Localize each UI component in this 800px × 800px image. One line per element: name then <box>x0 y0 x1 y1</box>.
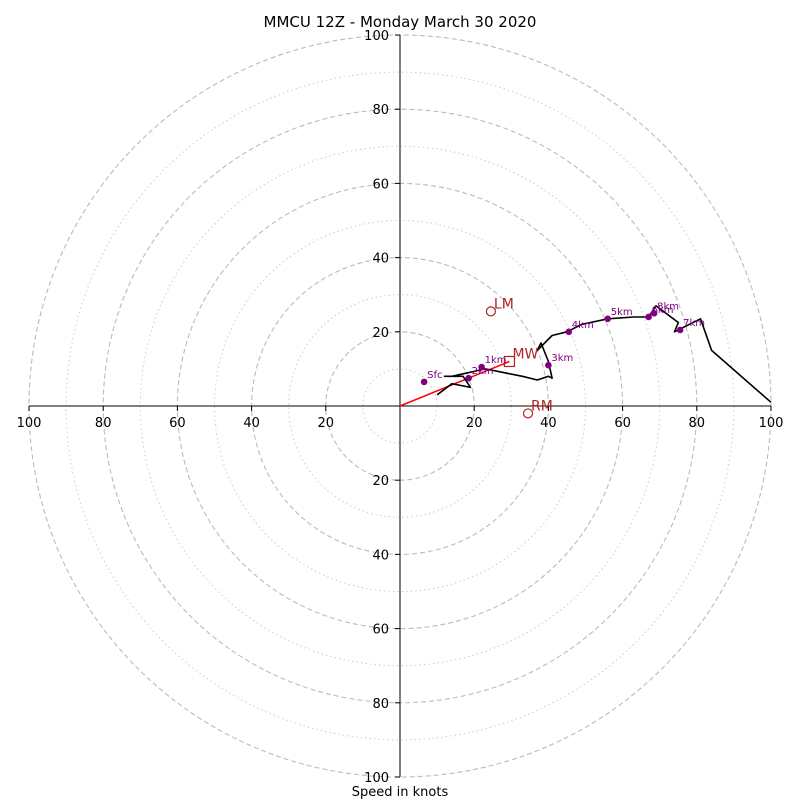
height-marker <box>645 313 652 321</box>
height-marker <box>478 363 485 371</box>
y-tick-label: 60 <box>372 177 389 192</box>
x-axis-label: Speed in knots <box>352 785 449 800</box>
height-marker-label: Sfc <box>427 370 442 381</box>
x-tick-label: 100 <box>759 416 784 431</box>
chart-title: MMCU 12Z - Monday March 30 2020 <box>264 13 537 31</box>
storm-motion-label: LM <box>494 296 514 312</box>
height-marker-label: 4km <box>572 320 594 331</box>
x-tick-label: 80 <box>95 416 112 431</box>
height-marker-label: 8km <box>657 301 679 312</box>
height-marker <box>420 378 428 386</box>
x-tick-label: 40 <box>540 416 557 431</box>
y-tick-label: 100 <box>364 771 389 786</box>
height-marker-label: 5km <box>611 307 633 318</box>
x-tick-label: 20 <box>466 416 483 431</box>
y-tick-label: 20 <box>372 326 389 341</box>
height-marker <box>465 374 472 382</box>
x-tick-label: 20 <box>318 416 335 431</box>
x-tick-label: 60 <box>614 416 631 431</box>
height-marker-label: 1km <box>485 355 507 366</box>
hodograph-trace <box>399 304 772 407</box>
hodograph-line <box>436 304 772 403</box>
height-marker <box>565 328 573 336</box>
height-marker <box>604 315 612 323</box>
y-tick-label: 80 <box>372 103 389 118</box>
storm-motion-marker <box>503 355 516 368</box>
x-tick-label: 60 <box>169 416 186 431</box>
y-tick-label: 40 <box>372 548 389 563</box>
height-marker-label: 3km <box>551 353 573 364</box>
y-tick-label: 60 <box>372 623 389 638</box>
height-marker <box>676 326 684 334</box>
height-marker <box>650 309 658 317</box>
storm-motion-label: RM <box>531 398 553 414</box>
storm-motion-marker <box>485 306 496 317</box>
x-tick-label: 40 <box>243 416 260 431</box>
height-marker-label: 2km <box>472 366 494 377</box>
storm-motion-label: MW <box>512 346 538 362</box>
height-marker <box>545 361 552 369</box>
y-tick-label: 80 <box>372 697 389 712</box>
y-tick-label: 40 <box>372 252 389 267</box>
height-marker-label: 7km <box>683 318 705 329</box>
y-tick-label: 100 <box>364 29 389 44</box>
x-tick-label: 80 <box>689 416 706 431</box>
x-tick-label: 100 <box>17 416 42 431</box>
y-tick-label: 20 <box>372 474 389 489</box>
height-marker-label: 6km <box>652 305 674 316</box>
tick-labels: 100 80 60 40 20 20 40 60 80 100 100 80 60 40 20 20 40 60 8… <box>17 29 784 786</box>
storm-motion-marker <box>522 408 534 419</box>
